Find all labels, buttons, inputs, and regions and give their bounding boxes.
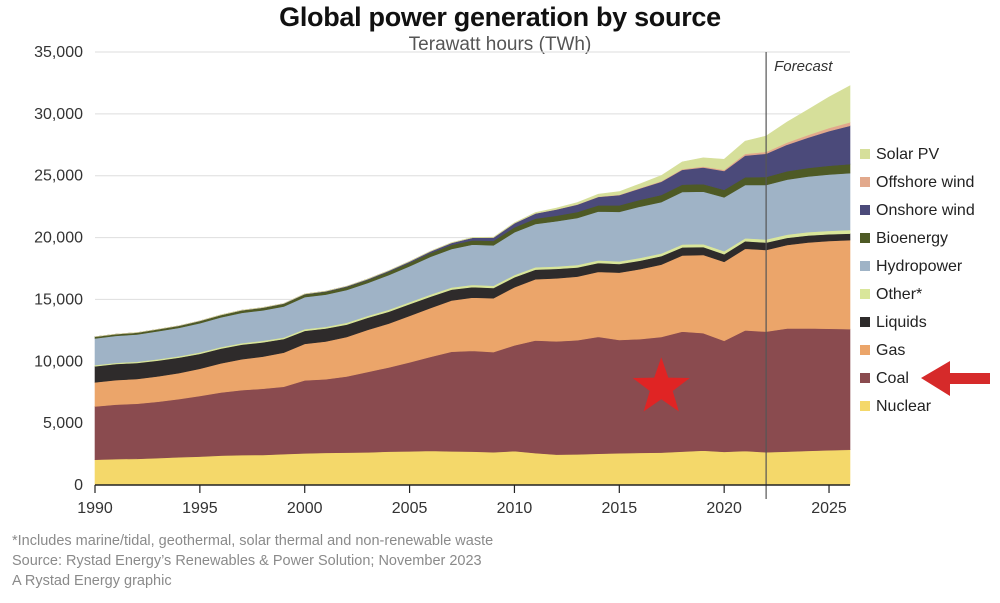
legend-swatch-gas <box>860 345 870 355</box>
x-tick-label: 2010 <box>497 500 533 517</box>
x-tick-label: 2020 <box>706 500 742 517</box>
legend-item-onshore-wind: Onshore wind <box>876 202 975 219</box>
legend-item-liquids: Liquids <box>876 314 927 331</box>
legend-item-coal: Coal <box>876 370 909 387</box>
legend-item-nuclear: Nuclear <box>876 398 932 415</box>
legend-swatch-other <box>860 289 870 299</box>
legend-swatch-solar-pv <box>860 149 870 159</box>
y-tick-label: 5,000 <box>43 415 83 432</box>
legend-swatch-coal <box>860 373 870 383</box>
legend-item-hydropower: Hydropower <box>876 258 963 275</box>
x-tick-label: 2005 <box>392 500 428 517</box>
x-tick-label: 2000 <box>287 500 323 517</box>
legend-swatch-hydropower <box>860 261 870 271</box>
area-solar-pv <box>94 85 851 338</box>
legend-item-offshore-wind: Offshore wind <box>876 174 974 191</box>
legend: Solar PV Offshore wind Onshore wind Bioener… <box>860 146 975 415</box>
footnote-other: *Includes marine/tidal, geothermal, sola… <box>12 533 494 549</box>
chart-title: Global power generation by source <box>279 2 721 32</box>
annotations <box>632 357 990 412</box>
legend-swatch-liquids <box>860 317 870 327</box>
footnotes: *Includes marine/tidal, geothermal, sola… <box>12 531 493 591</box>
legend-item-gas: Gas <box>876 342 905 359</box>
legend-swatch-bioenergy <box>860 233 870 243</box>
stacked-areas <box>94 85 851 486</box>
footnote-source: Source: Rystad Energy’s Renewables & Pow… <box>12 553 482 569</box>
x-tick-label: 1995 <box>182 500 218 517</box>
legend-swatch-onshore-wind <box>860 205 870 215</box>
y-tick-label: 10,000 <box>34 353 83 370</box>
legend-item-solar-pv: Solar PV <box>876 146 939 163</box>
star-icon <box>632 357 690 412</box>
x-tick-label: 1990 <box>77 500 113 517</box>
x-tick-label: 2025 <box>811 500 847 517</box>
y-tick-label: 20,000 <box>34 230 83 247</box>
legend-item-other: Other* <box>876 286 922 303</box>
legend-item-bioenergy: Bioenergy <box>876 230 948 247</box>
footnote-credit: A Rystad Energy graphic <box>12 573 172 589</box>
forecast-region: Forecast <box>765 52 833 499</box>
forecast-label: Forecast <box>774 58 833 75</box>
arrow-left-icon <box>921 361 990 396</box>
chart-subtitle: Terawatt hours (TWh) <box>408 34 592 55</box>
legend-swatch-nuclear <box>860 401 870 411</box>
y-tick-label: 0 <box>74 477 83 494</box>
axes: 0 5,000 10,000 15,000 20,000 25,000 30,000 35,0… <box>34 44 850 517</box>
y-tick-label: 30,000 <box>34 106 83 123</box>
y-tick-label: 25,000 <box>34 168 83 185</box>
y-tick-label: 35,000 <box>34 44 83 61</box>
y-tick-label: 15,000 <box>34 291 83 308</box>
x-tick-label: 2015 <box>602 500 638 517</box>
legend-swatch-offshore-wind <box>860 177 870 187</box>
